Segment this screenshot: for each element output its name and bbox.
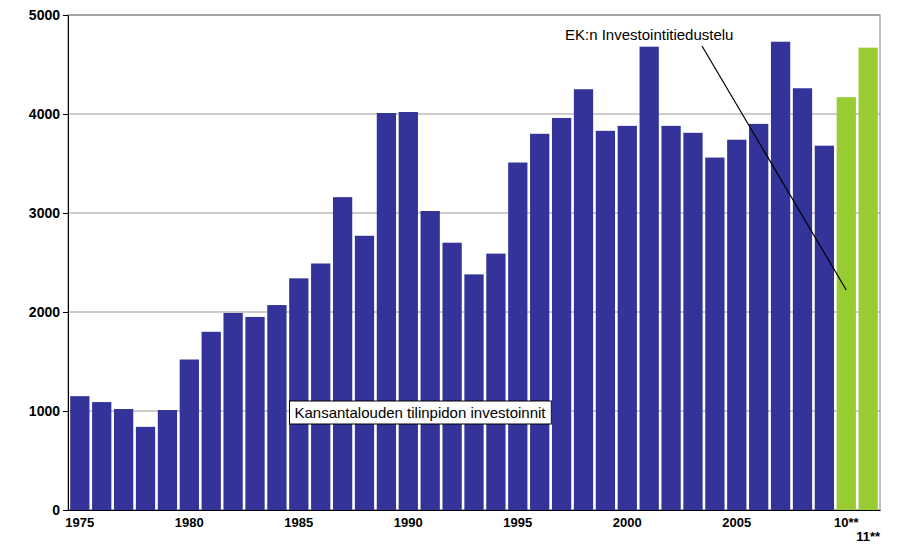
y-tick: 2000 [29, 304, 68, 320]
bar [223, 313, 242, 510]
x-tick-label: 1995 [503, 515, 532, 530]
annotation-text: EK:n Investointitiedustelu [565, 26, 733, 43]
x-tick-label: 2000 [613, 515, 642, 530]
bar [92, 402, 111, 510]
bar [202, 332, 221, 510]
annotation: Kansantalouden tilinpidon investoinnit [289, 401, 551, 424]
bar [618, 126, 637, 510]
bar [464, 274, 483, 510]
y-tick-mark [63, 411, 68, 412]
y-tick-mark [63, 15, 68, 16]
bar [749, 124, 768, 510]
x-axis-line [69, 510, 881, 511]
y-tick: 1000 [29, 403, 68, 419]
annotation-text: Kansantalouden tilinpidon investoinnit [294, 404, 546, 421]
x-tick: 1985 [284, 515, 313, 530]
y-tick: 5000 [29, 7, 68, 23]
bar [311, 263, 330, 510]
bar [442, 243, 461, 510]
bar [486, 254, 505, 510]
bar [114, 409, 133, 510]
bar [70, 396, 89, 510]
y-tick-label: 5000 [29, 7, 60, 23]
y-tick-mark [63, 114, 68, 115]
bar [267, 305, 286, 510]
bar [596, 131, 615, 510]
y-tick-label: 3000 [29, 205, 60, 221]
bar [158, 410, 177, 510]
x-tick: 11** [856, 529, 881, 544]
y-tick-mark [63, 312, 68, 313]
bar [355, 236, 374, 510]
annotation-arrow [702, 46, 846, 290]
bars [70, 42, 878, 510]
bar [705, 158, 724, 510]
bar [837, 97, 856, 510]
bar [727, 140, 746, 510]
y-tick: 3000 [29, 205, 68, 221]
bar [508, 163, 527, 510]
bar [640, 47, 659, 510]
y-tick-label: 2000 [29, 304, 60, 320]
x-tick-label: 1975 [65, 515, 94, 530]
y-tick-mark [63, 213, 68, 214]
y-axis: 0 1000 2000 3000 4000 5000 [29, 7, 69, 518]
bar [399, 112, 418, 510]
x-tick-label: 2005 [722, 515, 751, 530]
x-tick: 1975 [65, 515, 94, 530]
x-axis: 1975 1980 1985 1990 1995 2000 2005 10**11** [65, 511, 881, 545]
y-tick-mark [63, 510, 68, 511]
y-tick-label: 4000 [29, 106, 60, 122]
bar [333, 197, 352, 510]
bar [530, 134, 549, 510]
bar [683, 133, 702, 510]
x-tick: 2000 [613, 515, 642, 530]
bar [136, 427, 155, 510]
x-tick: 2005 [722, 515, 751, 530]
bar [245, 317, 264, 510]
x-tick: 1990 [394, 515, 423, 530]
bar [552, 118, 571, 510]
bar [377, 113, 396, 510]
bar [793, 88, 812, 510]
plot-frame [68, 15, 880, 510]
x-tick-label: 1985 [284, 515, 313, 530]
plot: 0 1000 2000 3000 4000 5000 1975 1980 1985 1990 199… [29, 7, 881, 544]
chart: 0 1000 2000 3000 4000 5000 1975 1980 1985 1990 199… [0, 0, 902, 555]
annotation-box [289, 401, 551, 424]
bar [289, 278, 308, 510]
bar [421, 211, 440, 510]
x-tick: 1980 [175, 515, 204, 530]
grid [68, 15, 880, 510]
bar [859, 48, 878, 510]
bar [815, 146, 834, 510]
y-tick: 4000 [29, 106, 68, 122]
y-axis-line [68, 16, 69, 511]
annotations: Kansantalouden tilinpidon investoinnit EK… [289, 26, 846, 424]
bar [771, 42, 790, 510]
x-tick: 10** [834, 515, 860, 530]
grid-line [68, 114, 880, 115]
x-tick-label: 11** [856, 529, 881, 544]
x-tick-label: 1990 [394, 515, 423, 530]
x-tick-label: 1980 [175, 515, 204, 530]
x-tick: 1995 [503, 515, 532, 530]
bar [574, 89, 593, 510]
y-tick-label: 1000 [29, 403, 60, 419]
y-tick-label: 0 [52, 502, 60, 518]
x-tick-label: 10** [834, 515, 860, 530]
bar [180, 360, 199, 510]
bar [661, 126, 680, 510]
